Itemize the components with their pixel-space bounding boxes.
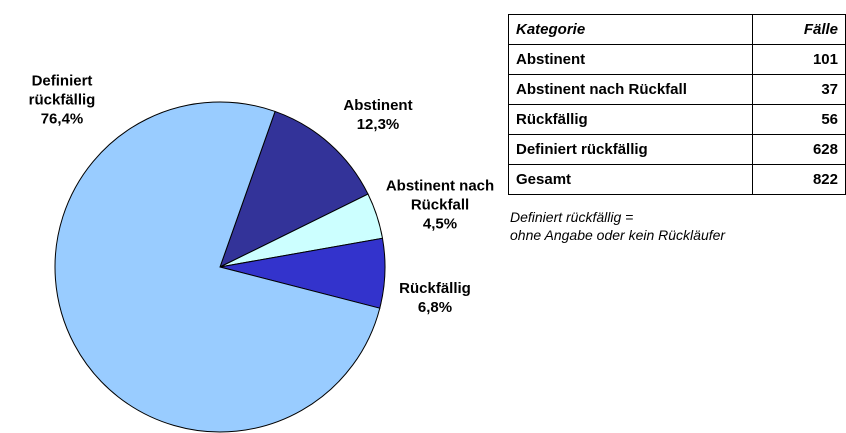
- slice-value: 4,5%: [422, 215, 458, 233]
- table-row: Rückfällig 56: [508, 104, 846, 135]
- slice-label: Rückfällig 6,8%: [385, 279, 485, 317]
- note-line: ohne Angabe oder kein Rückläufer: [510, 227, 726, 243]
- table-cell: 101: [752, 44, 846, 75]
- table-cell: Gesamt: [508, 164, 753, 195]
- table-cell: 56: [752, 104, 846, 135]
- table-row: Definiert rückfällig 628: [508, 134, 846, 165]
- table-cell: Rückfällig: [508, 104, 753, 135]
- pie-slice: [54, 101, 381, 433]
- case-table: Kategorie Fälle Abstinent 101 Abstinent nach…: [508, 14, 846, 195]
- slice-label: Abstinent nach Rückfall 4,5%: [380, 177, 500, 234]
- pie-slice: [219, 110, 369, 268]
- slice-value: 76,4%: [40, 110, 84, 128]
- note: Definiert rückfällig = ohne Angabe oder …: [510, 208, 725, 244]
- slice-name: Rückfällig: [399, 280, 471, 297]
- table-row: Abstinent nach Rückfall 37: [508, 74, 846, 105]
- table-cell: Abstinent nach Rückfall: [508, 74, 753, 105]
- slice-value: 12,3%: [356, 116, 400, 133]
- slice-label: Definiert rückfällig 76,4%: [7, 72, 117, 129]
- slice-label: Abstinent 12,3%: [333, 96, 423, 134]
- table-cell: 628: [752, 134, 846, 165]
- table-cell: 822: [752, 164, 846, 195]
- table-cell: Definiert rückfällig: [508, 134, 753, 165]
- table-cell: Abstinent: [508, 44, 753, 75]
- slice-value: 6,8%: [417, 299, 453, 316]
- slice-name: Abstinent nach Rückfall: [385, 177, 495, 214]
- table-row: Abstinent 101: [508, 44, 846, 75]
- slice-name: Abstinent: [343, 97, 413, 114]
- header-cell: Fälle: [752, 14, 846, 45]
- table-header: Kategorie Fälle: [508, 14, 846, 45]
- table-cell: 37: [752, 74, 846, 105]
- table-row: Gesamt 822: [508, 164, 846, 195]
- note-line: Definiert rückfällig =: [510, 209, 634, 225]
- slice-name: Definiert rückfällig: [28, 72, 96, 109]
- header-cell: Kategorie: [508, 14, 753, 45]
